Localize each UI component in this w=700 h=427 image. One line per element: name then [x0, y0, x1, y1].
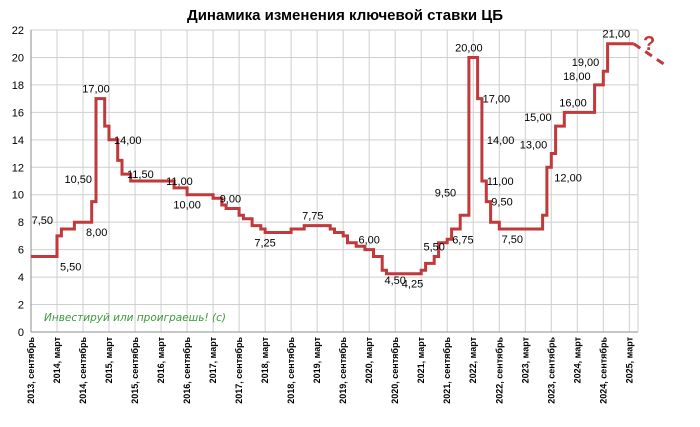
x-tick-label: 2021, март	[416, 336, 426, 383]
y-tick-label: 20	[12, 52, 24, 64]
data-label: 5,50	[60, 262, 81, 274]
x-tick-label: 2016, сентябрь	[182, 337, 192, 404]
forecast-question-mark: ?	[643, 33, 655, 55]
data-label: 17,00	[483, 94, 511, 106]
x-tick-label: 2013, сентябрь	[26, 337, 36, 404]
x-tick-label: 2024, март	[572, 336, 582, 383]
series-layer	[31, 42, 670, 276]
data-label: 14,00	[114, 135, 142, 147]
axes	[30, 30, 638, 333]
data-label: 9,50	[435, 188, 456, 200]
data-label: 9,00	[220, 194, 241, 206]
data-label: 21,00	[603, 29, 631, 41]
data-label: 4,50	[384, 275, 405, 287]
data-label: 14,00	[487, 135, 515, 147]
data-label: 12,00	[554, 172, 582, 184]
data-label: 7,75	[302, 211, 323, 223]
data-label: 11,00	[166, 176, 193, 188]
x-tick-label: 2024, сентябрь	[598, 337, 608, 404]
chart-title: Динамика изменения ключевой ставки ЦБ	[187, 7, 503, 24]
x-tick-label: 2017, март	[208, 336, 218, 383]
x-tick-label: 2023, сентябрь	[546, 337, 556, 404]
y-tick-label: 12	[12, 162, 24, 174]
data-label: 11,00	[487, 176, 514, 188]
x-tick-label: 2023, март	[520, 336, 530, 383]
x-tick-label: 2015, сентябрь	[130, 337, 140, 404]
series-line	[31, 42, 634, 276]
data-label: 13,00	[520, 140, 548, 152]
data-label: 9,50	[491, 197, 512, 209]
x-tick-label: 2021, сентябрь	[442, 337, 452, 404]
data-label: 7,25	[254, 238, 275, 250]
data-label: 7,50	[502, 234, 523, 246]
x-tick-label: 2018, сентябрь	[286, 337, 296, 404]
x-tick-label: 2020, март	[364, 336, 374, 383]
x-tick-label: 2019, сентябрь	[338, 337, 348, 404]
data-label: 7,50	[32, 215, 53, 227]
x-tick-label: 2020, сентябрь	[390, 337, 400, 404]
data-label: 16,00	[559, 97, 587, 109]
data-label: 19,00	[572, 57, 600, 69]
x-tick-label: 2018, март	[260, 336, 270, 383]
x-tick-label: 2019, март	[312, 336, 322, 383]
y-tick-label: 10	[12, 190, 24, 202]
data-label: 8,00	[86, 227, 107, 239]
y-tick-label: 0	[18, 327, 24, 339]
data-label: 10,50	[64, 174, 92, 186]
x-tick-label: 2017, сентябрь	[234, 337, 244, 404]
grid	[31, 29, 639, 332]
watermark-text: Инвестируй или проиграешь! (c)	[44, 312, 226, 324]
data-labels: 5,50 7,50 10,50 8,00 17,00 14,00 11,50 11,00 10,…	[32, 29, 630, 291]
y-tick-label: 8	[18, 217, 24, 229]
data-label: 6,75	[452, 234, 473, 246]
y-tick-label: 16	[12, 107, 24, 119]
y-tick-label: 2	[18, 300, 24, 312]
data-label: 20,00	[455, 43, 483, 55]
data-label: 11,50	[127, 169, 154, 181]
y-tick-label: 14	[12, 135, 24, 147]
data-label: 15,00	[524, 112, 552, 124]
y-tick-label: 22	[12, 25, 24, 37]
data-label: 10,00	[173, 200, 201, 212]
x-tick-label: 2025, март	[624, 336, 634, 383]
x-tick-label: 2014, сентябрь	[78, 337, 88, 404]
x-tick-label: 2022, март	[468, 336, 478, 383]
forecast-line	[632, 42, 670, 69]
data-label: 18,00	[563, 71, 591, 83]
x-tick-label: 2014, март	[52, 336, 62, 383]
x-tick-label: 2022, сентябрь	[494, 337, 504, 404]
annotations: Инвестируй или проиграешь! (c) ?	[44, 33, 655, 324]
x-tick-label: 2016, март	[156, 336, 166, 383]
y-tick-label: 6	[18, 245, 24, 257]
y-tick-labels: 0 2 4 6 8 10 12 14 16 18 20 22	[12, 25, 24, 339]
x-tick-label: 2015, март	[104, 336, 114, 383]
data-label: 4,25	[402, 279, 423, 291]
data-label: 5,50	[423, 242, 444, 254]
x-tick-labels: 2013, сентябрь 2014, март 2014, сентябрь 20…	[26, 336, 634, 403]
data-label: 17,00	[82, 84, 110, 96]
data-label: 6,00	[358, 235, 379, 247]
y-tick-label: 18	[12, 80, 24, 92]
y-tick-label: 4	[18, 272, 24, 284]
